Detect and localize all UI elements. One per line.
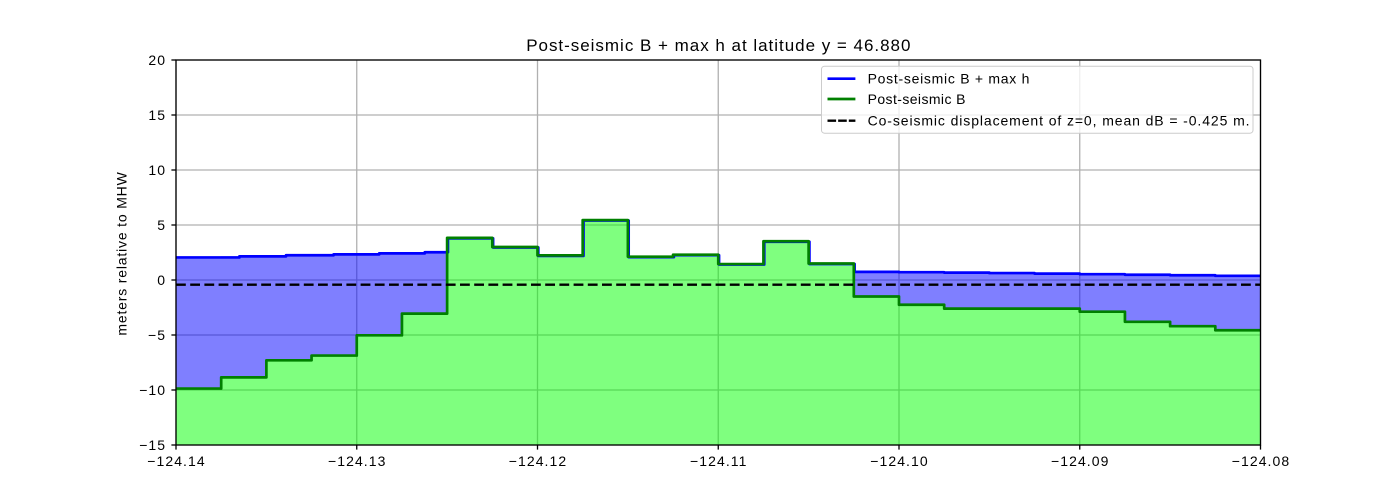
svg-text:Co-seismic displacement of z=0: Co-seismic displacement of z=0, mean dB … <box>868 113 1251 129</box>
svg-text:Post-seismic B: Post-seismic B <box>868 91 966 107</box>
svg-text:−15: −15 <box>139 437 166 453</box>
svg-text:Post-seismic B + max h: Post-seismic B + max h <box>868 71 1031 87</box>
svg-text:−124.10: −124.10 <box>870 453 928 469</box>
svg-text:5: 5 <box>157 217 166 233</box>
svg-text:0: 0 <box>157 272 166 288</box>
svg-text:10: 10 <box>148 162 166 178</box>
svg-text:−124.11: −124.11 <box>690 453 747 469</box>
svg-text:−124.08: −124.08 <box>1232 453 1290 469</box>
svg-text:Post-seismic B + max h at lati: Post-seismic B + max h at latitude y = 4… <box>526 36 911 55</box>
svg-text:meters relative to MHW: meters relative to MHW <box>113 171 129 335</box>
svg-text:20: 20 <box>148 52 166 68</box>
svg-text:−124.13: −124.13 <box>328 453 386 469</box>
svg-text:15: 15 <box>148 107 166 123</box>
svg-text:−124.12: −124.12 <box>509 453 567 469</box>
svg-text:−5: −5 <box>148 327 166 343</box>
svg-text:−10: −10 <box>139 382 166 398</box>
svg-text:−124.14: −124.14 <box>147 453 205 469</box>
svg-text:−124.09: −124.09 <box>1051 453 1109 469</box>
